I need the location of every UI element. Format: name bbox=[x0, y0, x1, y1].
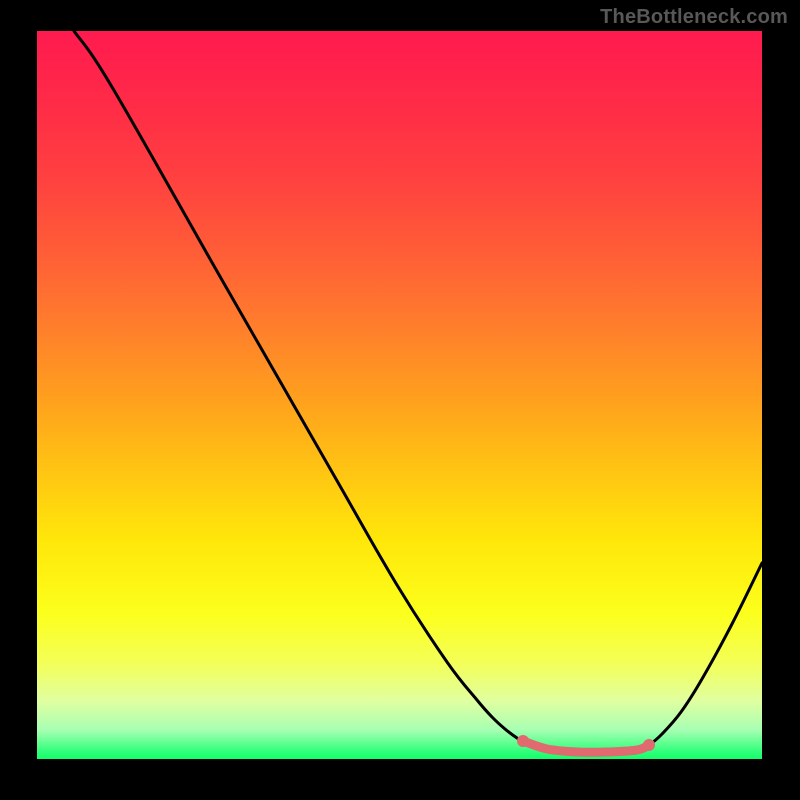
root: TheBottleneck.com bbox=[0, 0, 800, 800]
bottom-marker-dot-right bbox=[643, 739, 655, 751]
curve-line bbox=[74, 31, 762, 752]
watermark-text: TheBottleneck.com bbox=[600, 6, 788, 29]
bottom-marker-dot-left bbox=[517, 735, 529, 747]
plot-area bbox=[37, 31, 762, 759]
bottleneck-curve bbox=[37, 31, 762, 759]
bottom-marker-segment bbox=[523, 741, 649, 752]
